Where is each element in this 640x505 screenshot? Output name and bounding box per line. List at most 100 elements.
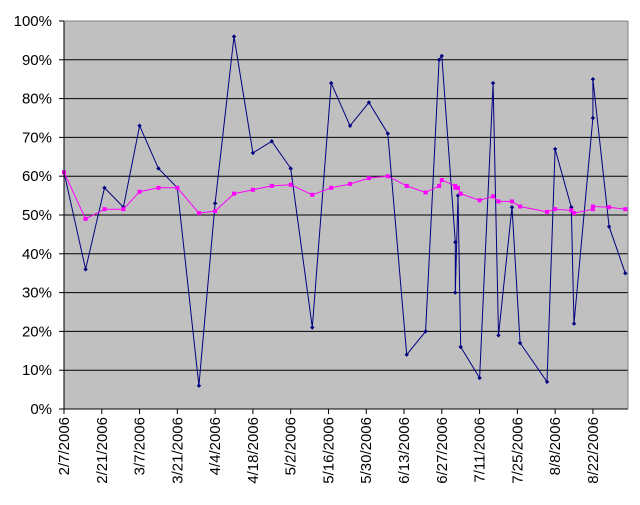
series-2-point — [213, 209, 218, 214]
x-tick-label: 7/11/2006 — [472, 417, 489, 483]
series-1-point — [423, 329, 428, 334]
series-2-point — [623, 207, 628, 212]
series-2-point — [455, 185, 460, 190]
y-tick-label: 10% — [22, 362, 52, 379]
x-tick-label: 6/27/2006 — [434, 417, 451, 484]
series-1-point — [490, 80, 496, 86]
series-2-point — [102, 207, 107, 212]
series-1-point — [310, 325, 315, 330]
series-1-point — [439, 53, 444, 59]
series-2-point — [545, 209, 550, 214]
series-1-point — [509, 205, 515, 210]
x-tick-label: 6/13/2006 — [396, 417, 413, 484]
x-tick-label: 2/7/2006 — [56, 417, 73, 475]
series-2-point — [590, 204, 595, 209]
x-tick-label: 2/21/2006 — [94, 417, 111, 484]
series-2-point — [404, 183, 409, 188]
x-tick-label: 5/2/2006 — [283, 417, 300, 475]
series-2-point — [329, 185, 334, 190]
y-tick-label: 90% — [22, 52, 52, 69]
series-2-point — [385, 174, 390, 179]
y-tick-label: 50% — [22, 207, 52, 224]
x-tick-label: 5/16/2006 — [320, 417, 337, 484]
series-2-point — [196, 211, 201, 216]
series-2-point — [477, 198, 482, 203]
x-tick-label: 8/22/2006 — [585, 417, 602, 484]
series-1-point — [590, 77, 596, 82]
x-tick-label: 3/7/2006 — [132, 417, 149, 475]
y-tick-label: 80% — [22, 91, 52, 108]
series-1-point — [569, 205, 574, 210]
series-2-point — [232, 191, 237, 196]
series-1-point — [156, 166, 161, 171]
series-2-point — [458, 191, 463, 196]
series-1-point — [590, 115, 596, 121]
series-2-point — [366, 176, 371, 181]
x-tick-label: 5/30/2006 — [358, 417, 375, 484]
series-1-point — [552, 146, 558, 152]
series-2-point — [607, 205, 612, 210]
series-1-point — [571, 321, 577, 326]
series-2-point — [437, 183, 442, 188]
series-2-point — [348, 181, 353, 186]
series-layer — [61, 34, 628, 388]
series-1-point — [544, 379, 550, 385]
series-2-point — [491, 194, 496, 199]
series-2-point — [269, 183, 274, 188]
series-1-point — [496, 333, 501, 338]
series-2-point — [553, 207, 558, 212]
series-1-point — [102, 185, 107, 191]
axes — [59, 20, 629, 414]
y-tick-label: 30% — [22, 285, 52, 302]
series-1-point — [328, 80, 334, 86]
series-1-point — [517, 340, 523, 346]
x-tick-labels: 2/7/2006 2/21/2006 3/7/2006 3/21/2006 4/4/20… — [56, 417, 602, 484]
x-tick-label: 8/8/2006 — [547, 417, 564, 475]
series-2-point — [121, 207, 126, 212]
series-1-point — [458, 344, 463, 350]
y-tick-label: 20% — [22, 323, 52, 340]
series-2-point — [453, 185, 458, 190]
series-2-point — [439, 178, 444, 183]
y-tick-labels: 0% 10% 20% 30% 40% 50% 60% 70% 80% 90% 100% — [14, 13, 52, 418]
series-2-point — [569, 208, 574, 213]
series-1-point — [453, 290, 458, 295]
x-tick-label: 7/25/2006 — [509, 417, 526, 484]
y-tick-label: 60% — [22, 168, 52, 185]
x-tick-label: 4/4/2006 — [207, 417, 224, 475]
series-1-point — [196, 383, 202, 388]
series-1-point — [347, 123, 353, 128]
series-1-point — [212, 201, 218, 206]
series-1-point — [269, 139, 274, 144]
series-2-point — [288, 182, 293, 187]
series-2-point — [175, 185, 180, 190]
series-1-point — [288, 166, 293, 171]
series-1-point — [477, 375, 482, 381]
x-tick-label: 3/21/2006 — [169, 417, 186, 484]
series-2-point — [250, 187, 255, 192]
series-2-point — [518, 204, 523, 209]
series-1-point — [606, 224, 612, 229]
series-1-point — [83, 267, 88, 272]
series-1-point — [623, 271, 628, 276]
series-1-point — [404, 352, 409, 357]
series-2-point — [310, 192, 315, 197]
x-tick-label: 4/18/2006 — [245, 417, 262, 484]
series-1-point — [453, 239, 458, 245]
series-2-point — [156, 185, 161, 190]
y-tick-label: 40% — [22, 246, 52, 263]
series-2-point — [572, 211, 577, 216]
y-tick-label: 100% — [14, 13, 52, 30]
series-2-point — [137, 189, 142, 194]
series-1-point — [385, 131, 391, 136]
series-1-point — [250, 150, 256, 156]
series-1-point — [366, 100, 372, 105]
series-2-point — [423, 190, 428, 195]
y-tick-label: 70% — [22, 129, 52, 146]
series-1-point — [436, 57, 442, 62]
series-2 — [62, 170, 628, 221]
y-tick-label: 0% — [30, 401, 52, 418]
series-2-point — [496, 199, 501, 204]
series-2-point — [509, 199, 514, 204]
